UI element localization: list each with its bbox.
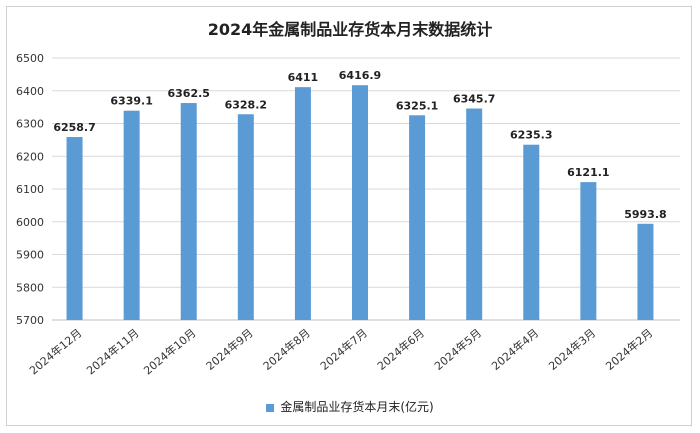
bar (123, 110, 140, 320)
y-tick-label: 6500 (16, 52, 44, 65)
chart-title: 2024年金属制品业存货本月末数据统计 (207, 20, 493, 39)
bar (466, 108, 483, 320)
y-tick-label: 6300 (16, 118, 44, 131)
legend-swatch (266, 403, 275, 412)
x-tick-label: 2024年9月 (203, 326, 256, 373)
data-label: 6411 (288, 71, 319, 84)
bar (409, 115, 426, 320)
data-label: 6328.2 (225, 98, 267, 111)
chart-frame (6, 6, 692, 426)
x-tick-label: 2024年10月 (141, 326, 199, 378)
y-tick-label: 6200 (16, 150, 44, 163)
data-label: 5993.8 (624, 208, 666, 221)
data-label: 6258.7 (53, 121, 95, 134)
chart-legend: 金属制品业存货本月末(亿元) (0, 398, 700, 415)
y-tick-label: 6000 (16, 216, 44, 229)
y-tick-label: 6100 (16, 183, 44, 196)
bar (180, 103, 197, 320)
x-tick-label: 2024年12月 (26, 326, 84, 378)
bar (352, 85, 368, 321)
y-tick-label: 6400 (16, 85, 44, 98)
x-tick-label: 2024年11月 (84, 326, 142, 378)
x-tick-label: 2024年2月 (603, 326, 656, 373)
data-label: 6235.3 (510, 129, 552, 142)
x-tick-label: 2024年4月 (489, 326, 542, 373)
bar (294, 87, 311, 321)
bar (66, 137, 83, 320)
data-label: 6345.7 (453, 93, 495, 106)
bar (237, 114, 254, 321)
legend-label: 金属制品业存货本月末(亿元) (280, 400, 434, 414)
y-tick-label: 5900 (16, 249, 44, 262)
x-tick-label: 2024年5月 (431, 326, 484, 373)
x-tick-label: 2024年3月 (546, 326, 599, 373)
data-label: 6362.5 (168, 87, 210, 100)
data-label: 6325.1 (396, 99, 438, 112)
bar (523, 144, 540, 320)
data-label: 6339.1 (110, 95, 152, 108)
data-label: 6121.1 (567, 166, 609, 179)
y-tick-label: 5700 (16, 314, 44, 327)
x-tick-label: 2024年6月 (374, 326, 427, 373)
bar (580, 182, 597, 320)
bar (637, 223, 654, 320)
x-tick-label: 2024年8月 (260, 326, 313, 373)
data-label: 6416.9 (339, 69, 381, 82)
y-tick-label: 5800 (16, 281, 44, 294)
x-tick-label: 2024年7月 (317, 326, 370, 373)
